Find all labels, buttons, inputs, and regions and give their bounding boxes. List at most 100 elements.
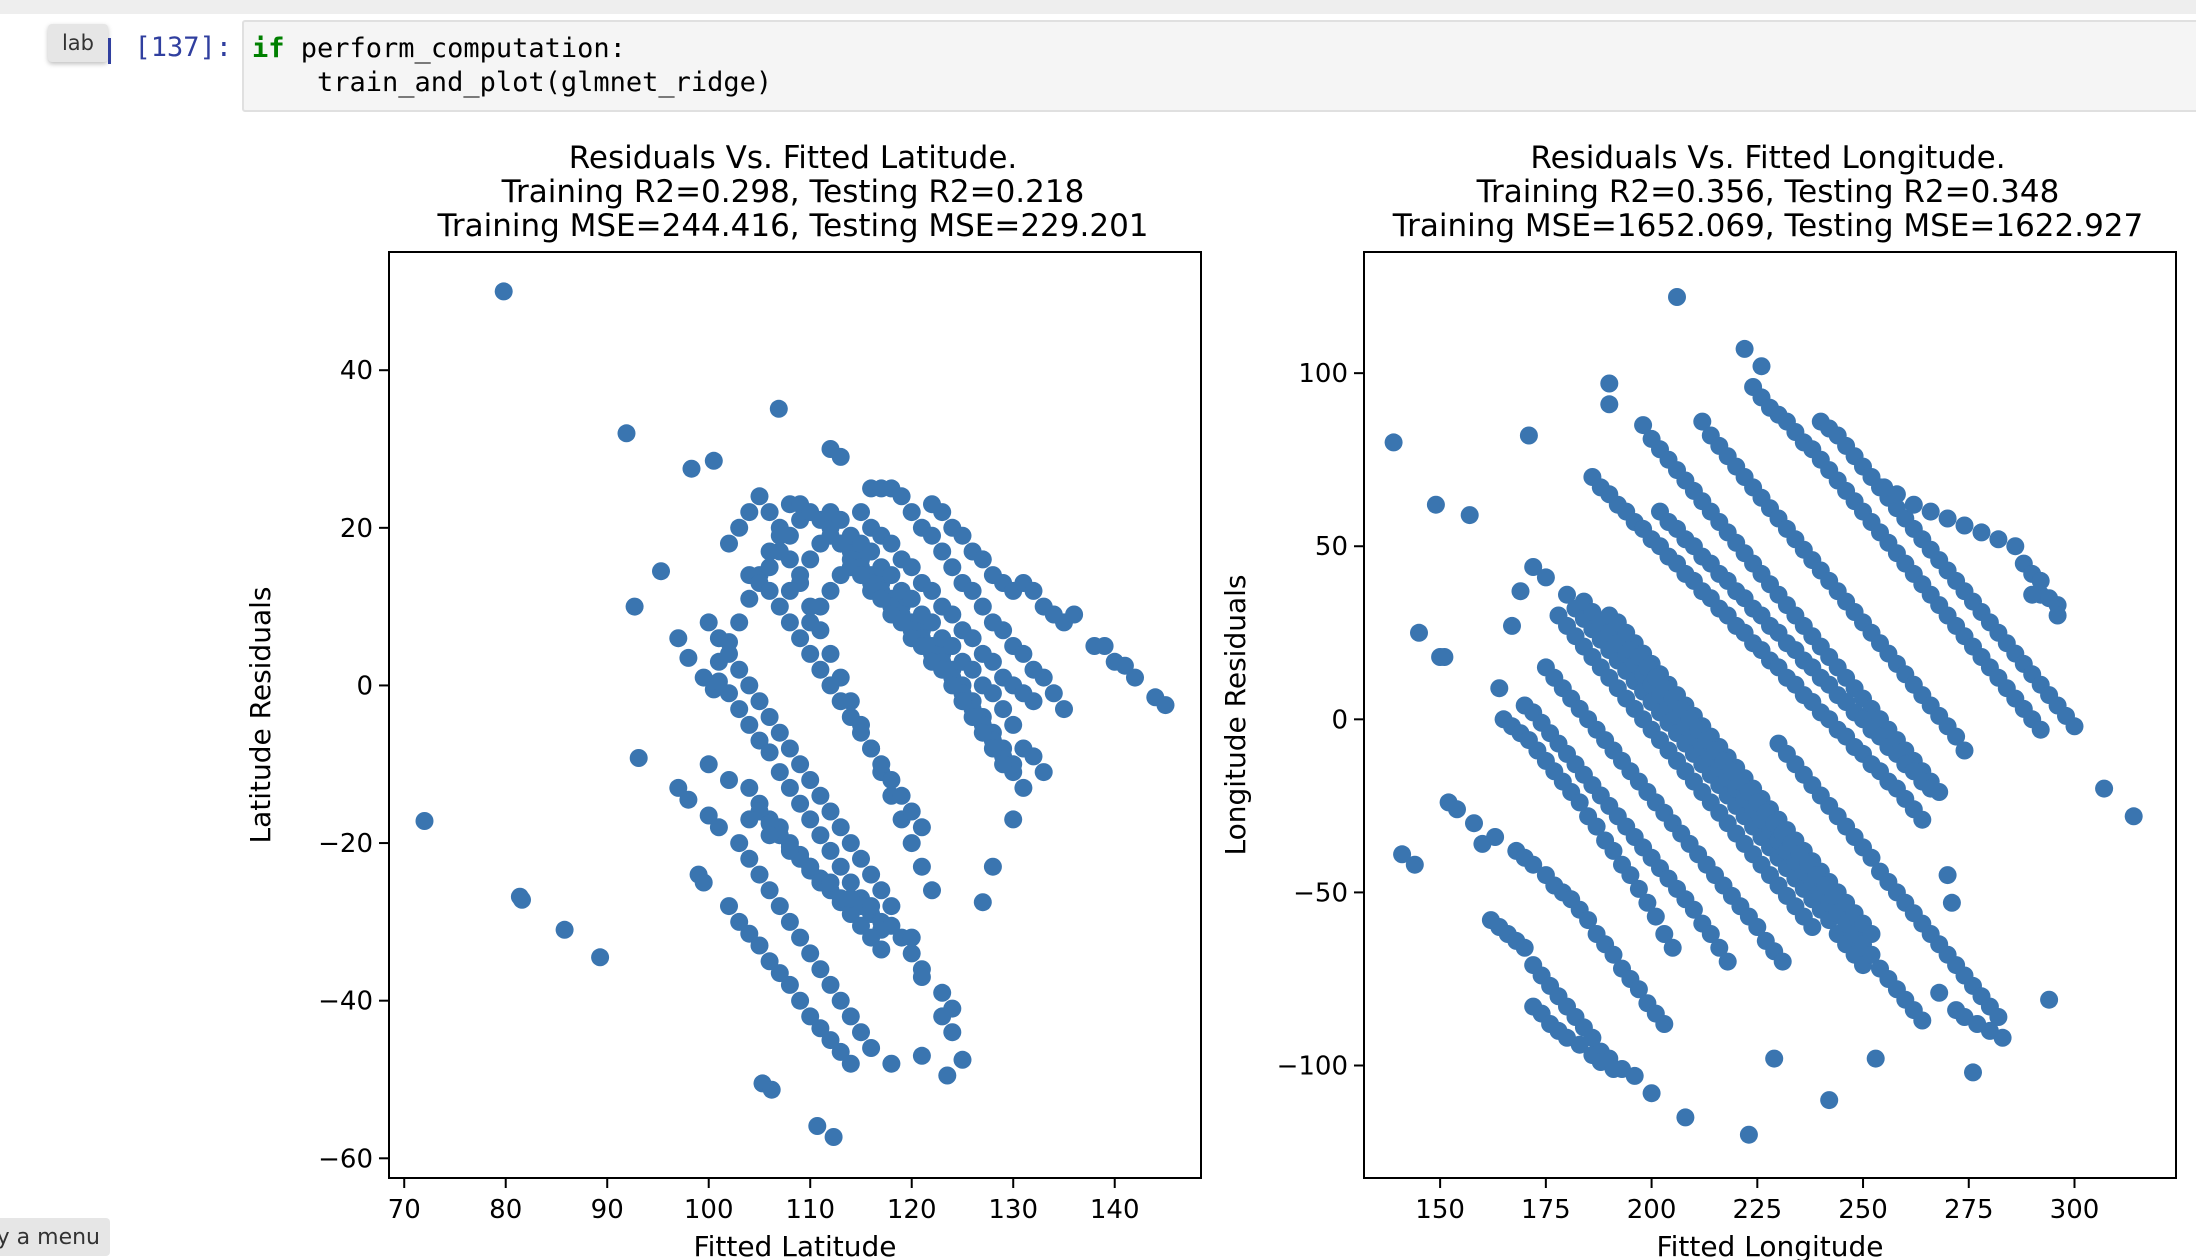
data-point: [923, 613, 941, 632]
data-point: [2048, 606, 2067, 625]
data-point: [1426, 495, 1445, 514]
data-point: [1824, 886, 1843, 905]
data-point: [720, 897, 738, 916]
data-point: [923, 526, 941, 545]
data-point: [1604, 841, 1623, 860]
x-tick-label: 200: [1627, 1195, 1677, 1225]
data-point: [780, 841, 799, 860]
data-point: [2040, 990, 2059, 1009]
data-point: [770, 964, 789, 983]
data-point: [801, 644, 820, 663]
data-point: [1634, 416, 1653, 435]
data-point: [983, 684, 1002, 703]
data-point: [963, 660, 982, 679]
data-point: [912, 818, 931, 837]
data-point: [1930, 983, 1949, 1002]
data-point: [963, 629, 982, 648]
data-point: [740, 503, 759, 522]
data-point: [791, 566, 810, 585]
data-point: [770, 542, 789, 561]
data-point: [841, 873, 860, 892]
data-point: [1156, 696, 1175, 715]
data-point: [791, 794, 810, 813]
data-point: [1913, 1011, 1932, 1030]
data-point: [902, 928, 921, 947]
data-point: [730, 834, 749, 853]
data-point: [933, 542, 952, 561]
data-point: [1684, 900, 1703, 919]
data-point: [1024, 692, 1043, 711]
code-line-2: train_and_plot(glmnet_ridge): [252, 67, 773, 98]
data-point: [1384, 433, 1403, 452]
data-point: [679, 648, 698, 667]
data-point: [973, 550, 992, 569]
chart-title-line: Residuals Vs. Fitted Latitude.: [569, 140, 1018, 176]
data-point: [769, 399, 788, 418]
data-point: [902, 558, 921, 577]
data-point: [862, 739, 881, 758]
data-point: [882, 566, 901, 585]
data-point: [994, 755, 1013, 774]
data-point: [669, 629, 688, 648]
data-point: [720, 644, 738, 663]
data-point: [1034, 763, 1053, 782]
data-point: [740, 924, 759, 943]
data-point: [780, 581, 799, 600]
data-point: [973, 723, 992, 742]
x-tick-label: 70: [388, 1195, 421, 1225]
data-point: [852, 566, 870, 585]
data-point: [933, 503, 952, 522]
data-point: [750, 487, 769, 506]
data-point: [1405, 855, 1424, 874]
data-point: [694, 668, 713, 687]
y-tick-label: −60: [318, 1144, 373, 1174]
data-point: [801, 1007, 820, 1026]
data-point: [1642, 1084, 1661, 1103]
data-point: [852, 723, 870, 742]
data-point: [629, 749, 648, 767]
notebook-top-bar: [0, 0, 2196, 14]
chart-title-line: Training R2=0.298, Testing R2=0.218: [501, 174, 1085, 210]
x-tick-label: 150: [1415, 1195, 1465, 1225]
data-point: [1862, 848, 1881, 867]
data-point: [750, 865, 769, 884]
y-tick-label: 0: [356, 671, 373, 701]
data-point: [591, 948, 610, 967]
data-point: [831, 1042, 850, 1061]
data-point: [1904, 495, 1923, 514]
data-point: [1947, 727, 1966, 746]
data-point: [841, 708, 860, 726]
data-point: [1558, 585, 1576, 604]
code-cell-input[interactable]: if perform_computation: train_and_plot(g…: [242, 20, 2196, 112]
data-point: [1604, 945, 1623, 964]
data-point: [1752, 357, 1771, 376]
data-point: [1887, 485, 1906, 504]
data-point: [730, 613, 749, 632]
data-point: [1448, 800, 1466, 819]
data-point: [770, 897, 789, 916]
data-point: [740, 589, 759, 608]
data-point: [1065, 605, 1084, 624]
data-point: [824, 1128, 843, 1146]
data-point: [973, 597, 992, 616]
data-point: [902, 503, 921, 522]
x-tick-label: 130: [988, 1195, 1038, 1225]
data-point: [994, 700, 1013, 719]
data-point: [852, 849, 870, 868]
data-point: [1913, 810, 1932, 829]
data-point: [1515, 938, 1534, 957]
data-point: [821, 841, 840, 860]
data-point: [821, 581, 840, 600]
data-point: [808, 1117, 827, 1135]
data-point: [1536, 568, 1555, 587]
data-point: [1921, 502, 1940, 521]
plot-frame: [1363, 251, 2177, 1179]
data-point: [415, 812, 434, 830]
data-point: [953, 692, 972, 711]
data-point: [1629, 879, 1648, 898]
data-point: [762, 1080, 781, 1099]
data-point: [760, 503, 779, 522]
data-point: [852, 916, 870, 935]
data-point: [720, 684, 738, 703]
data-point: [2095, 779, 2114, 798]
